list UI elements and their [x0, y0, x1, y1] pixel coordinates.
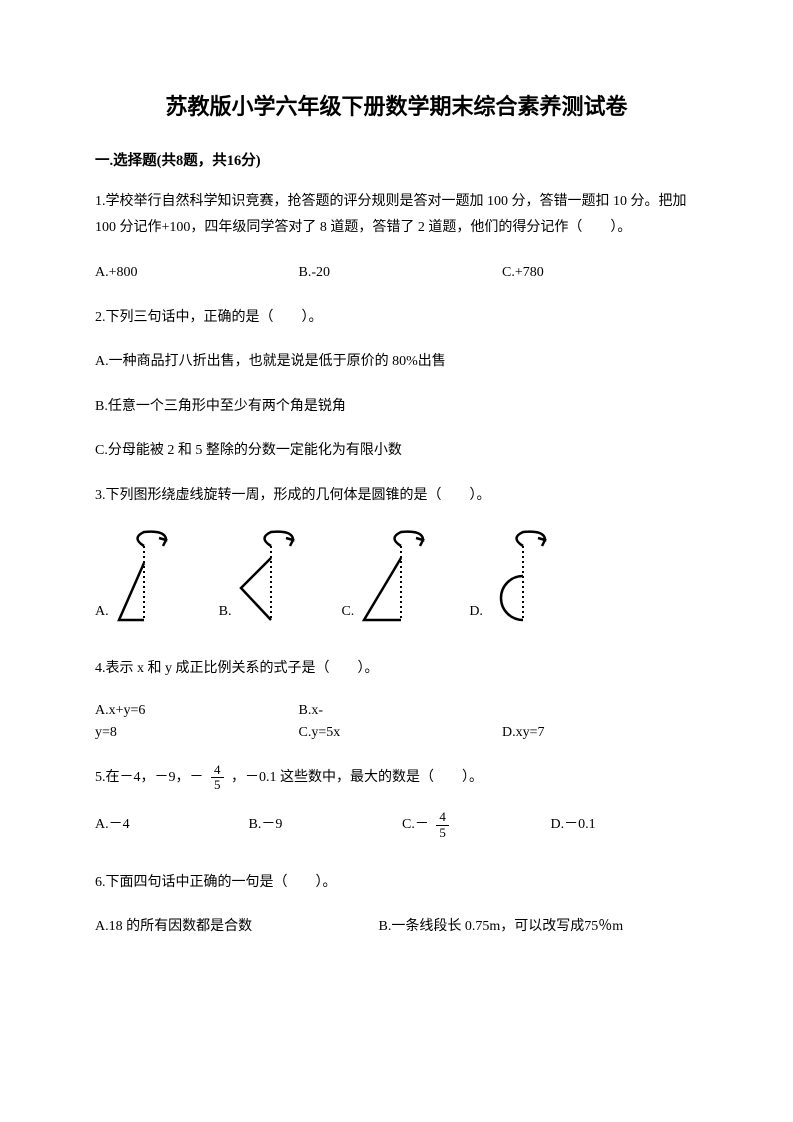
q1-options: A.+800 B.-20 C.+780 — [95, 260, 698, 287]
figure-d-icon — [485, 528, 555, 628]
q5-opt-c-frac: 4 5 — [436, 810, 449, 840]
q2-opt-c: C.分母能被 2 和 5 整除的分数一定能化为有限小数 — [95, 438, 698, 465]
q5-opt-c-num: 4 — [436, 810, 449, 825]
q5-options: A.－4 B.－9 C.－ 4 5 D.－0.1 — [95, 810, 698, 840]
q5-frac1: 4 5 — [211, 763, 224, 793]
q1-opt-b: B.-20 — [299, 260, 499, 287]
q5-opt-b: B.－9 — [249, 812, 399, 839]
question-2: 2.下列三句话中，正确的是（ ）。 — [95, 305, 698, 332]
q6-opt-a: A.18 的所有因数都是合数 — [95, 915, 375, 939]
q4-options: A.x+y=6 B.x- y=8 C.y=5x D.xy=7 — [95, 700, 698, 745]
q4-opt-d: D.xy=7 — [502, 722, 545, 744]
section-header: 一.选择题(共8题，共16分) — [95, 151, 698, 173]
q2-opt-b: B.任意一个三角形中至少有两个角是锐角 — [95, 394, 698, 421]
q2-opt-a: A.一种商品打八折出售，也就是说是低于原价的 80%出售 — [95, 349, 698, 376]
question-5: 5.在－4，－9，－ 4 5 ，－0.1 这些数中，最大的数是（ ）。 — [95, 763, 698, 793]
question-1: 1.学校举行自然科学知识竞赛，抢答题的评分规则是答对一题加 100 分，答错一题… — [95, 189, 698, 242]
q5-opt-a: A.－4 — [95, 812, 245, 839]
q3-label-b: B. — [219, 601, 232, 628]
q5-frac1-num: 4 — [211, 763, 224, 778]
q4-opt-c: C.y=5x — [299, 722, 499, 744]
q5-opt-c: C.－ 4 5 — [402, 810, 547, 840]
q4-opt-a: A.x+y=6 — [95, 700, 295, 722]
q5-opt-c-pre: C.－ — [402, 817, 432, 832]
q4-opt-b1: B.x- — [299, 700, 324, 722]
question-4: 4.表示 x 和 y 成正比例关系的式子是（ ）。 — [95, 656, 698, 683]
q5-frac1-den: 5 — [211, 778, 224, 792]
q6-options: A.18 的所有因数都是合数 B.一条线段长 0.75m，可以改写成75％m — [95, 915, 698, 939]
figure-c-icon — [356, 528, 431, 628]
q1-opt-c: C.+780 — [502, 260, 544, 287]
q1-opt-a: A.+800 — [95, 260, 295, 287]
q3-label-c: C. — [341, 601, 354, 628]
q4-opt-b2: y=8 — [95, 722, 295, 744]
q5-opt-c-den: 5 — [436, 826, 449, 840]
q3-label-d: D. — [469, 601, 483, 628]
q3-figures: A. B. C. D. — [95, 528, 698, 628]
q3-label-a: A. — [95, 601, 109, 628]
figure-a-icon — [111, 528, 181, 628]
question-6: 6.下面四句话中正确的一句是（ ）。 — [95, 870, 698, 897]
q5-pre: 5.在－4，－9，－ — [95, 770, 207, 785]
q6-opt-b: B.一条线段长 0.75m，可以改写成75％m — [379, 915, 624, 939]
q5-opt-d: D.－0.1 — [551, 812, 596, 839]
page-title: 苏教版小学六年级下册数学期末综合素养测试卷 — [95, 90, 698, 123]
q5-post: ，－0.1 这些数中，最大的数是（ ）。 — [231, 770, 483, 785]
question-3: 3.下列图形绕虚线旋转一周，形成的几何体是圆锥的是（ ）。 — [95, 483, 698, 510]
figure-b-icon — [233, 528, 303, 628]
